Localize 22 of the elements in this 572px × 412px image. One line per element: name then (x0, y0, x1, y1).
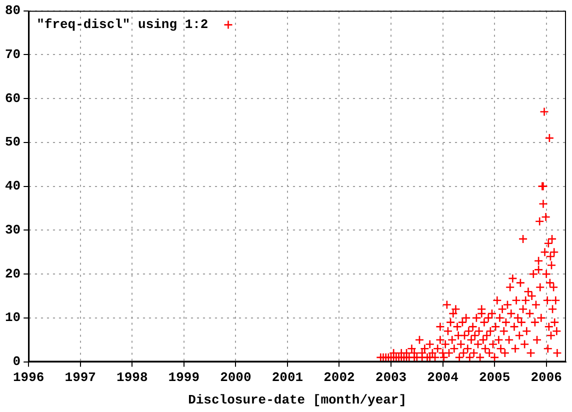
y-tick-label: 60 (4, 90, 21, 106)
y-tick-label: 70 (4, 46, 21, 62)
y-tick-label: 0 (12, 354, 21, 370)
x-tick-label: 2002 (324, 370, 356, 385)
y-tick-label: 50 (4, 134, 21, 150)
y-tick-label: 10 (4, 310, 21, 326)
x-tick-label: 2000 (220, 370, 252, 385)
legend-label: "freq-discl" using 1:2 (36, 17, 208, 32)
x-tick-label: 2006 (530, 370, 562, 385)
x-tick-label: 2005 (478, 370, 510, 385)
x-tick-label: 1999 (168, 370, 200, 385)
x-tick-label: 2001 (272, 370, 304, 385)
x-tick-label: 2003 (375, 370, 407, 385)
y-tick-label: 40 (4, 178, 21, 194)
x-tick-label: 1996 (12, 370, 44, 385)
x-tick-label: 1998 (116, 370, 148, 385)
x-tick-label: 2004 (427, 370, 459, 385)
x-axis-title: Disclosure-date [month/year] (188, 392, 407, 408)
y-tick-label: 20 (4, 266, 21, 282)
y-tick-label: 80 (4, 3, 21, 18)
x-tick-label: 1997 (64, 370, 96, 385)
y-tick-label: 30 (4, 222, 21, 238)
